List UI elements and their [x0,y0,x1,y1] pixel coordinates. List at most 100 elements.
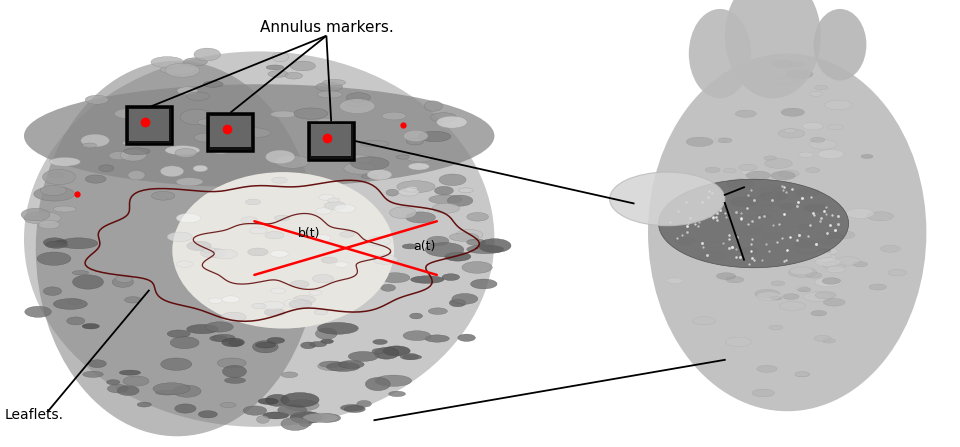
Ellipse shape [746,171,771,180]
Ellipse shape [170,337,199,349]
Ellipse shape [815,85,828,90]
Ellipse shape [819,248,838,255]
Ellipse shape [814,9,867,80]
Ellipse shape [344,162,375,174]
Ellipse shape [756,292,781,300]
Ellipse shape [880,245,900,252]
Ellipse shape [403,331,431,341]
Ellipse shape [213,334,235,342]
Ellipse shape [771,281,784,286]
Ellipse shape [265,394,289,406]
Ellipse shape [367,169,392,180]
Ellipse shape [825,100,852,110]
Ellipse shape [348,155,372,164]
Ellipse shape [815,278,842,287]
Ellipse shape [763,232,782,239]
Ellipse shape [88,360,107,367]
Ellipse shape [758,193,782,201]
Ellipse shape [293,295,316,304]
Ellipse shape [823,261,846,269]
Ellipse shape [373,347,398,359]
Ellipse shape [326,362,360,371]
Ellipse shape [718,138,732,143]
Ellipse shape [128,171,145,180]
Ellipse shape [186,92,209,101]
Ellipse shape [725,0,821,98]
Ellipse shape [228,340,243,346]
Ellipse shape [400,353,419,360]
Ellipse shape [272,52,289,62]
Ellipse shape [334,262,348,267]
Ellipse shape [419,131,451,142]
Ellipse shape [425,335,449,342]
Ellipse shape [255,342,276,348]
Ellipse shape [659,179,849,268]
Ellipse shape [795,245,819,253]
Text: Leaflets.: Leaflets. [5,409,63,422]
Ellipse shape [167,232,192,242]
Ellipse shape [42,169,76,185]
Ellipse shape [764,239,780,245]
Ellipse shape [147,137,170,146]
Ellipse shape [314,310,328,315]
Ellipse shape [115,275,132,283]
Ellipse shape [167,330,190,337]
Ellipse shape [772,60,794,67]
Ellipse shape [290,281,309,288]
Ellipse shape [108,384,129,393]
Ellipse shape [290,61,316,71]
Ellipse shape [212,249,237,259]
Ellipse shape [83,324,99,329]
Ellipse shape [268,71,288,77]
Ellipse shape [85,95,108,104]
Ellipse shape [396,155,410,159]
Ellipse shape [277,405,306,415]
Ellipse shape [38,220,60,229]
Ellipse shape [175,404,196,413]
Ellipse shape [373,255,397,264]
Ellipse shape [40,186,66,195]
Ellipse shape [470,279,497,289]
Ellipse shape [284,299,307,308]
Ellipse shape [348,351,378,361]
Ellipse shape [318,91,343,98]
Ellipse shape [315,413,341,422]
Ellipse shape [812,253,836,262]
Ellipse shape [818,238,837,245]
Ellipse shape [246,199,260,205]
Ellipse shape [271,288,285,294]
Ellipse shape [54,206,76,212]
Ellipse shape [187,325,218,334]
Ellipse shape [312,274,334,283]
Bar [308,122,354,160]
Ellipse shape [809,139,837,149]
Ellipse shape [99,165,114,172]
Ellipse shape [437,116,467,128]
Ellipse shape [217,358,246,368]
Ellipse shape [805,168,820,173]
Ellipse shape [194,48,221,61]
Ellipse shape [339,360,364,368]
Ellipse shape [648,54,926,411]
Ellipse shape [120,149,146,161]
Ellipse shape [430,113,457,122]
Text: Annulus markers.: Annulus markers. [259,20,394,35]
Ellipse shape [199,411,217,418]
Ellipse shape [403,130,428,142]
Ellipse shape [815,257,841,266]
Ellipse shape [24,51,494,427]
Ellipse shape [382,112,406,120]
Ellipse shape [788,268,817,277]
Ellipse shape [81,134,109,147]
Ellipse shape [396,181,435,193]
Ellipse shape [725,337,752,346]
Bar [311,125,351,156]
Ellipse shape [732,214,745,219]
Ellipse shape [835,257,860,265]
Ellipse shape [776,243,793,249]
Ellipse shape [716,273,735,279]
Ellipse shape [456,229,483,240]
Ellipse shape [137,402,152,407]
Ellipse shape [372,339,387,345]
Ellipse shape [462,261,492,273]
